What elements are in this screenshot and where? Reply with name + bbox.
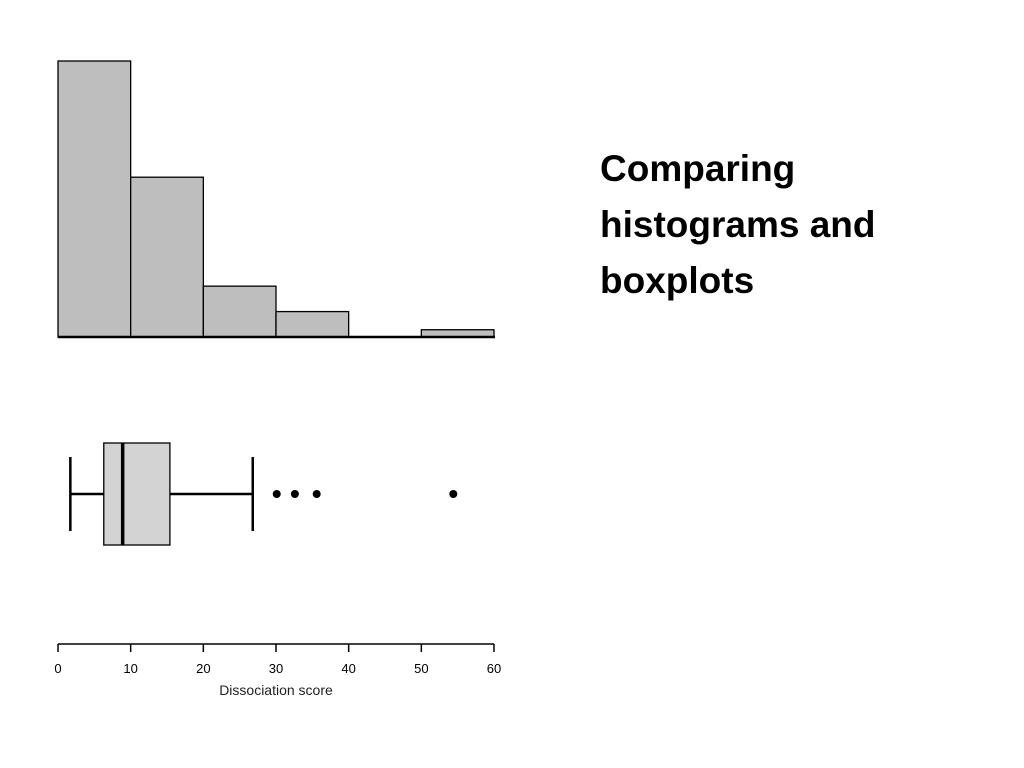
x-tick-label-0: 0	[54, 661, 61, 676]
x-tick-label-40: 40	[341, 661, 355, 676]
histogram-bar-10-20	[130, 176, 204, 338]
outlier-point-4	[449, 490, 458, 498]
x-tick-label-60: 60	[487, 661, 501, 676]
histogram-bars	[57, 60, 495, 338]
slide-title-line-1: Comparing	[600, 148, 796, 189]
x-tick-label-20: 20	[196, 661, 210, 676]
x-tick-label-30: 30	[269, 661, 283, 676]
slide-title-line-2: histograms and	[600, 204, 876, 245]
x-axis-ticks: 0 10 20 30 40 50 60	[54, 644, 501, 676]
slide-title-line-3: boxplots	[600, 260, 755, 301]
x-axis: 0 10 20 30 40 50 60 Dissociation score	[54, 643, 501, 698]
outlier-point-3	[312, 490, 321, 498]
outlier-point-1	[272, 490, 281, 498]
boxplot	[69, 442, 458, 546]
x-tick-label-50: 50	[414, 661, 428, 676]
histogram-bar-20-30	[202, 285, 277, 338]
iqr-box	[103, 442, 171, 546]
x-axis-label: Dissociation score	[219, 682, 333, 698]
histogram-bar-30-40	[275, 310, 350, 338]
histogram-bar-0-10	[57, 60, 132, 338]
outlier-points	[272, 490, 458, 498]
outlier-point-2	[290, 490, 299, 498]
x-tick-label-10: 10	[123, 661, 137, 676]
slide-title: Comparing histograms and boxplots	[600, 141, 1000, 309]
